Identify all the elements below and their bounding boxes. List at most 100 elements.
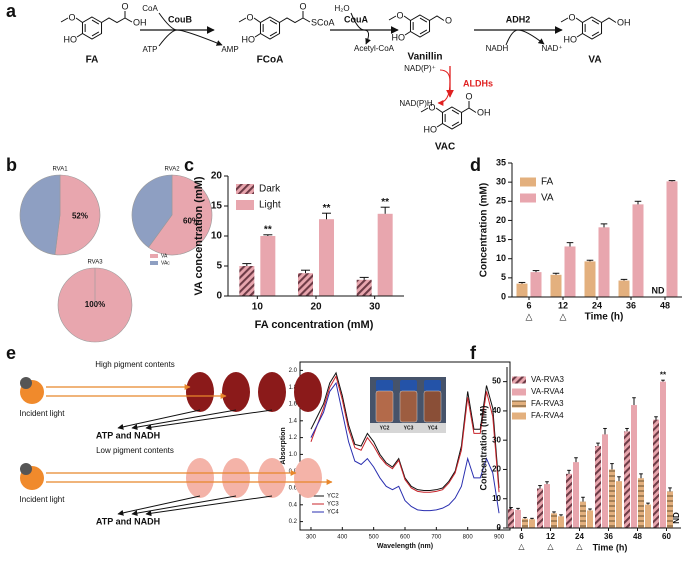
legend-label: YC3 <box>327 502 339 508</box>
y-tick-label: 1.2 <box>289 435 298 441</box>
x-tick-label: 12 <box>558 300 568 310</box>
cofactor-curve <box>350 12 365 31</box>
bond <box>76 33 83 38</box>
cell <box>222 458 250 498</box>
bar <box>564 246 576 297</box>
pie-title: RVA3 <box>87 260 103 266</box>
x-tick-label: 500 <box>369 535 380 541</box>
y-tick-label: 20 <box>496 215 506 225</box>
atom-label: HO <box>564 34 578 44</box>
bar <box>587 510 593 528</box>
panel-label: f <box>470 343 477 363</box>
x-tick-label: 400 <box>337 535 348 541</box>
cofactor-curve <box>439 69 451 82</box>
cofactor-label: H₂O <box>334 4 349 13</box>
x-tick-label: 6 <box>526 300 531 310</box>
bond <box>575 17 583 23</box>
x-tick-label: 48 <box>633 532 642 541</box>
y-tick-label: 20 <box>211 171 223 182</box>
bar <box>618 280 630 297</box>
ring-double-bond <box>419 17 428 23</box>
legend-label: FA-RVA4 <box>531 411 564 420</box>
bar <box>667 491 673 528</box>
product-arrow <box>131 409 237 431</box>
bond <box>461 107 470 113</box>
legend-swatch <box>150 261 158 265</box>
y-tick-label: 50 <box>492 377 501 386</box>
panel-label: a <box>6 1 17 21</box>
bar <box>356 279 372 296</box>
cofactor-label: NADH <box>486 44 509 53</box>
x-tick-label: 300 <box>306 535 317 541</box>
pie-value-label: 60% <box>183 216 199 225</box>
bar <box>550 274 562 297</box>
y-tick-label: 10 <box>492 494 501 503</box>
legend-label: YC2 <box>327 494 339 500</box>
legend-label: Dark <box>259 184 281 195</box>
bond <box>60 17 69 23</box>
x-tick-label: 900 <box>494 535 505 541</box>
ring-double-bond <box>451 121 460 127</box>
compound-name: VAC <box>435 142 455 153</box>
enzyme-label: CouB <box>168 14 192 24</box>
legend-label: FA <box>541 177 554 188</box>
source-label: Incident light <box>20 409 66 418</box>
cell <box>222 372 250 412</box>
atom-label: OH <box>133 17 147 27</box>
y-tick-label: 1.8 <box>289 385 298 391</box>
atom-label: O <box>465 91 472 101</box>
vial-label: YC4 <box>428 425 438 431</box>
panel-label: e <box>6 343 16 363</box>
compound-name: Vanillin <box>407 52 442 63</box>
bar <box>544 484 550 528</box>
bond <box>302 17 311 23</box>
legend-label: VAc <box>161 260 170 266</box>
legend-label: VA <box>161 253 168 259</box>
bar <box>516 283 528 297</box>
ring-double-bond <box>91 19 100 25</box>
bar <box>537 488 543 528</box>
legend-swatch <box>150 254 158 258</box>
legend-swatch <box>512 388 526 396</box>
bond <box>468 107 477 113</box>
source-label: Incident light <box>20 495 66 504</box>
diagram-title: Low pigment contents <box>96 446 174 455</box>
atom-label: O <box>428 102 435 112</box>
y-tick-label: 1.4 <box>289 418 298 424</box>
cell <box>294 372 322 412</box>
spectrum-line <box>310 374 500 493</box>
legend-swatch <box>512 376 526 384</box>
y-tick-label: 1.6 <box>289 402 298 408</box>
bar <box>239 266 255 296</box>
bar <box>584 261 596 297</box>
atom-label: O <box>121 1 128 11</box>
cofactor-curve <box>363 29 371 45</box>
y-tick-label: 40 <box>492 406 501 415</box>
x-tick-mark-label: △ <box>560 311 567 321</box>
legend-label: FA-RVA3 <box>531 399 564 408</box>
bar <box>558 516 564 528</box>
bar <box>616 481 622 528</box>
x-tick-label: 24 <box>575 532 584 541</box>
bar <box>598 227 610 297</box>
pie-slice <box>54 174 101 256</box>
legend-label: VA <box>541 193 554 204</box>
legend-swatch <box>236 184 254 194</box>
ring-double-bond <box>591 31 600 37</box>
x-tick-label: 600 <box>400 535 411 541</box>
y-tick-label: 0.2 <box>289 519 298 525</box>
y-tick-label: 35 <box>496 157 506 167</box>
atom-label: HO <box>242 34 256 44</box>
bond <box>576 33 583 38</box>
bar <box>595 446 601 528</box>
y-axis-title: Concentration (mM) <box>479 183 490 277</box>
compound-name: FA <box>86 55 99 66</box>
x-tick-label: 10 <box>252 302 264 313</box>
light-source-lamp <box>20 377 32 389</box>
x-tick-mark-label: △ <box>518 542 525 551</box>
atom-label: HO <box>392 32 406 42</box>
y-axis-title: Concentration (mM) <box>478 406 488 491</box>
bar <box>551 513 557 528</box>
x-tick-label: 30 <box>369 302 381 313</box>
